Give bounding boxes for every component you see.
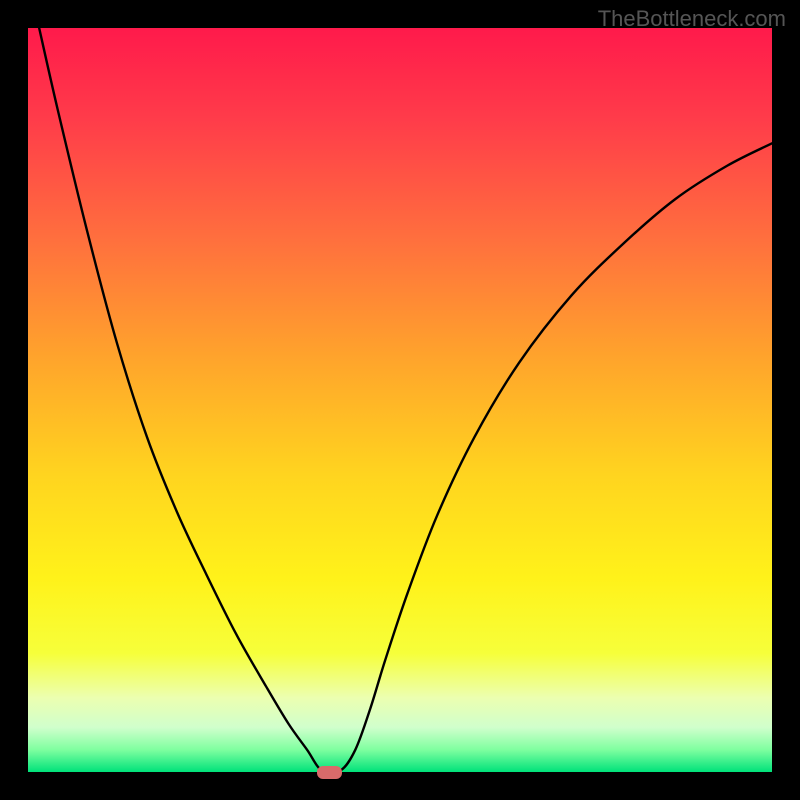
plot-area [28, 28, 772, 772]
watermark: TheBottleneck.com [598, 6, 786, 32]
bottleneck-curve [28, 28, 772, 772]
optimal-point-marker [317, 766, 342, 779]
